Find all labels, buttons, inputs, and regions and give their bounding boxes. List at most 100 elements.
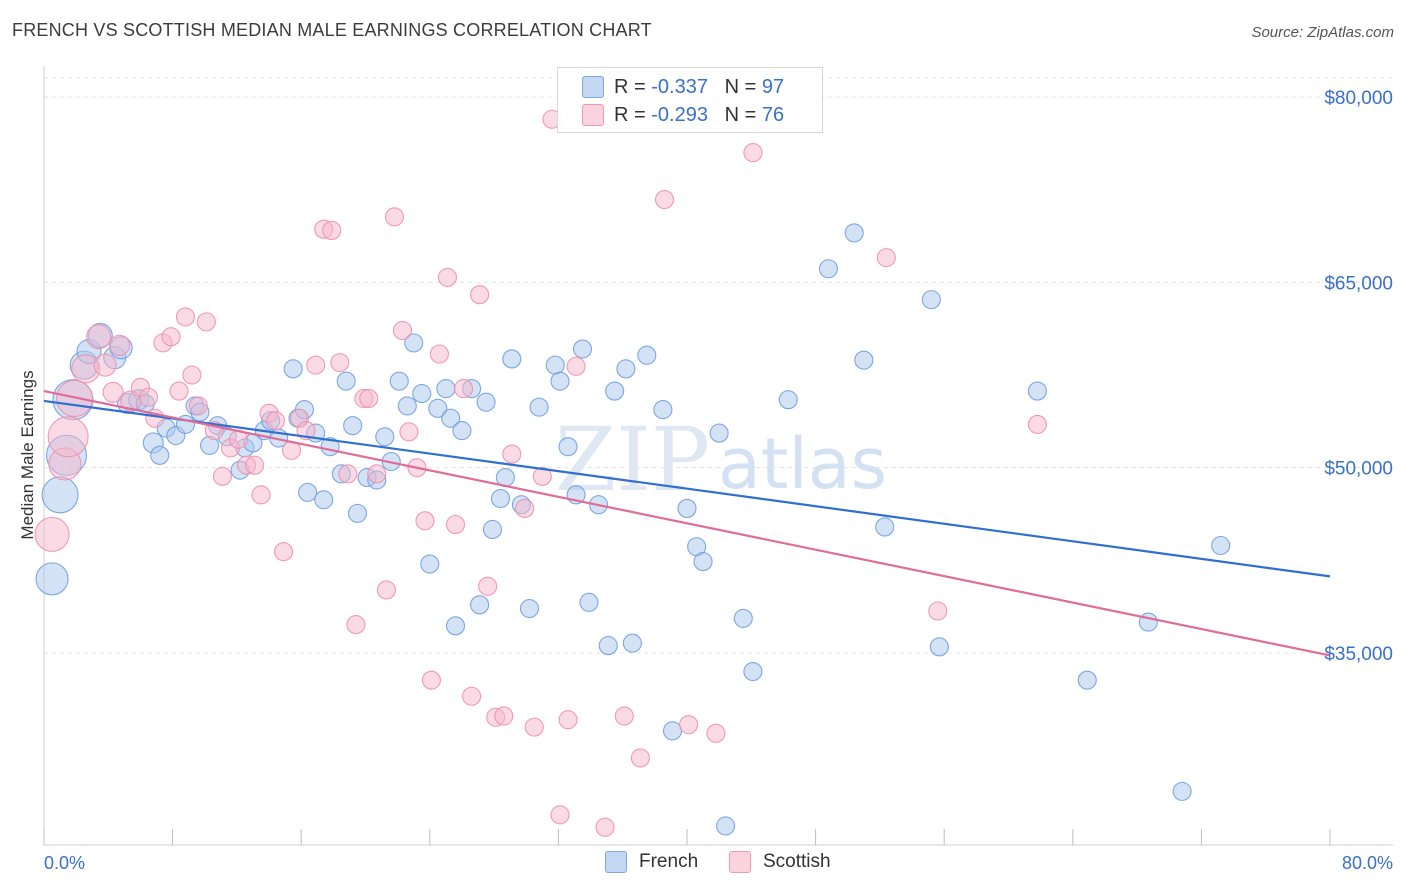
scottish-point (399, 422, 419, 442)
french-point (283, 359, 303, 379)
series-legend: French Scottish (0, 851, 1406, 879)
scottish-point (93, 353, 117, 377)
scottish-point (421, 670, 441, 690)
french-point (347, 503, 368, 523)
scottish-swatch (582, 104, 604, 126)
french-point (1211, 535, 1231, 556)
legend-r-label: R = (614, 75, 646, 98)
legend-r-value: -0.337 (651, 75, 708, 98)
french-point (733, 608, 753, 628)
scottish-point (251, 485, 271, 505)
scottish-point (595, 817, 615, 837)
scottish-point (338, 464, 358, 484)
scottish-point (502, 444, 522, 464)
french-point (470, 595, 490, 615)
scottish-point (86, 324, 112, 350)
legend-row-scottish: R = -0.293 N = 76 (582, 101, 784, 129)
scottish-point (928, 601, 948, 621)
french-point (579, 592, 599, 612)
scottish-point (566, 356, 586, 376)
scottish-point (415, 511, 435, 531)
scottish-point (212, 466, 232, 486)
y-axis-label: Median Male Earnings (18, 370, 37, 539)
legend-item-scottish[interactable]: Scottish (729, 851, 831, 873)
french-point (921, 290, 941, 310)
scottish-point (384, 207, 404, 227)
french-point (716, 816, 736, 836)
legend-n-label: N = (724, 103, 757, 126)
stats-legend: R = -0.337 N = 97 R = -0.293 N = 76 (557, 67, 823, 133)
legend-item-french[interactable]: French (605, 851, 698, 873)
scottish-point (558, 710, 578, 730)
french-point (150, 445, 170, 465)
french-point (41, 476, 79, 514)
french-point (572, 339, 593, 359)
french-point (677, 498, 697, 518)
french-point (490, 489, 511, 509)
y-tick-labels: $80,000 $65,000 $50,000 $35,000 (1324, 88, 1393, 665)
scottish-point (265, 411, 286, 431)
french-point (1027, 381, 1047, 401)
scottish-point (55, 379, 94, 418)
french-point (420, 554, 440, 574)
french-point (709, 423, 729, 443)
french-point (743, 661, 763, 682)
french-point (605, 381, 625, 401)
scottish-point (169, 381, 189, 401)
scottish-point (34, 516, 70, 552)
french-point (622, 633, 642, 653)
scottish-point (346, 615, 366, 635)
scottish-point (102, 381, 124, 403)
watermark: ZIP atlas (555, 408, 887, 511)
scottish-trend-line (43, 389, 1331, 657)
scottish-point (138, 387, 159, 407)
scottish-point (614, 706, 634, 726)
french-point (436, 379, 456, 399)
scottish-point (524, 717, 544, 737)
french-point (929, 637, 949, 657)
scottish-point (494, 706, 514, 726)
chart-title: FRENCH VS SCOTTISH MEDIAN MALE EARNINGS … (12, 20, 652, 40)
legend-r-label: R = (614, 103, 646, 126)
french-point (389, 371, 409, 391)
french-point (502, 349, 522, 369)
french-point (875, 517, 895, 537)
scottish-point (359, 388, 379, 409)
french-point (818, 259, 839, 279)
scottish-point (743, 143, 763, 163)
scottish-point (654, 190, 675, 210)
trend-lines (43, 389, 1331, 657)
french-swatch (605, 851, 627, 873)
french-point (441, 408, 461, 428)
scottish-point (330, 353, 350, 373)
scottish-point (532, 466, 552, 486)
scottish-point (1027, 414, 1047, 434)
french-point (314, 490, 334, 510)
legend-french-label: French (639, 851, 699, 872)
french-point (519, 598, 540, 619)
scottish-point (429, 344, 449, 364)
scottish-point (322, 220, 342, 240)
french-point (854, 350, 874, 370)
scottish-point (367, 464, 387, 484)
french-point (375, 427, 395, 447)
scottish-point (470, 285, 490, 305)
legend-r-value: -0.293 (651, 103, 708, 126)
french-point (1077, 670, 1097, 690)
watermark-atlas: atlas (718, 423, 887, 505)
scottish-point (706, 723, 726, 743)
legend-n-label: N = (724, 75, 757, 98)
french-points (35, 223, 1231, 836)
scottish-point (437, 267, 458, 287)
french-point (404, 333, 424, 353)
french-point (662, 721, 683, 741)
y-tick-label: $80,000 (1324, 88, 1393, 109)
french-point (598, 636, 618, 656)
scottish-point (109, 334, 131, 356)
scottish-point (196, 312, 216, 332)
legend-row-french: R = -0.337 N = 97 (582, 73, 784, 101)
scottish-point (679, 715, 699, 735)
scottish-point (392, 320, 413, 341)
french-point (428, 398, 448, 418)
